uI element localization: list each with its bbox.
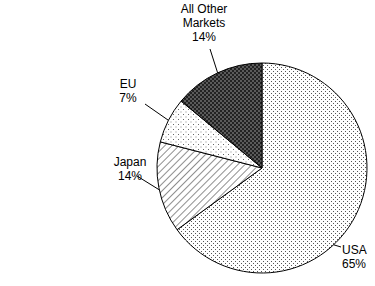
- chart: USA65%Japan14%EU7%All OtherMarkets14%: [0, 0, 375, 286]
- data-label: 7%: [119, 91, 137, 105]
- category-label: Japan: [114, 155, 147, 169]
- data-label: 65%: [342, 257, 366, 271]
- category-label: EU: [120, 77, 137, 91]
- category-label: All OtherMarkets: [181, 2, 228, 30]
- leader-line: [210, 49, 218, 73]
- slice: [181, 63, 262, 168]
- leader-line: [334, 245, 341, 247]
- leader-line: [145, 104, 168, 120]
- labels: USA65%Japan14%EU7%All OtherMarkets14%: [114, 2, 367, 271]
- pie: [157, 63, 367, 273]
- category-label: USA: [342, 243, 367, 257]
- data-label: 14%: [118, 169, 142, 183]
- data-label: 14%: [192, 30, 216, 44]
